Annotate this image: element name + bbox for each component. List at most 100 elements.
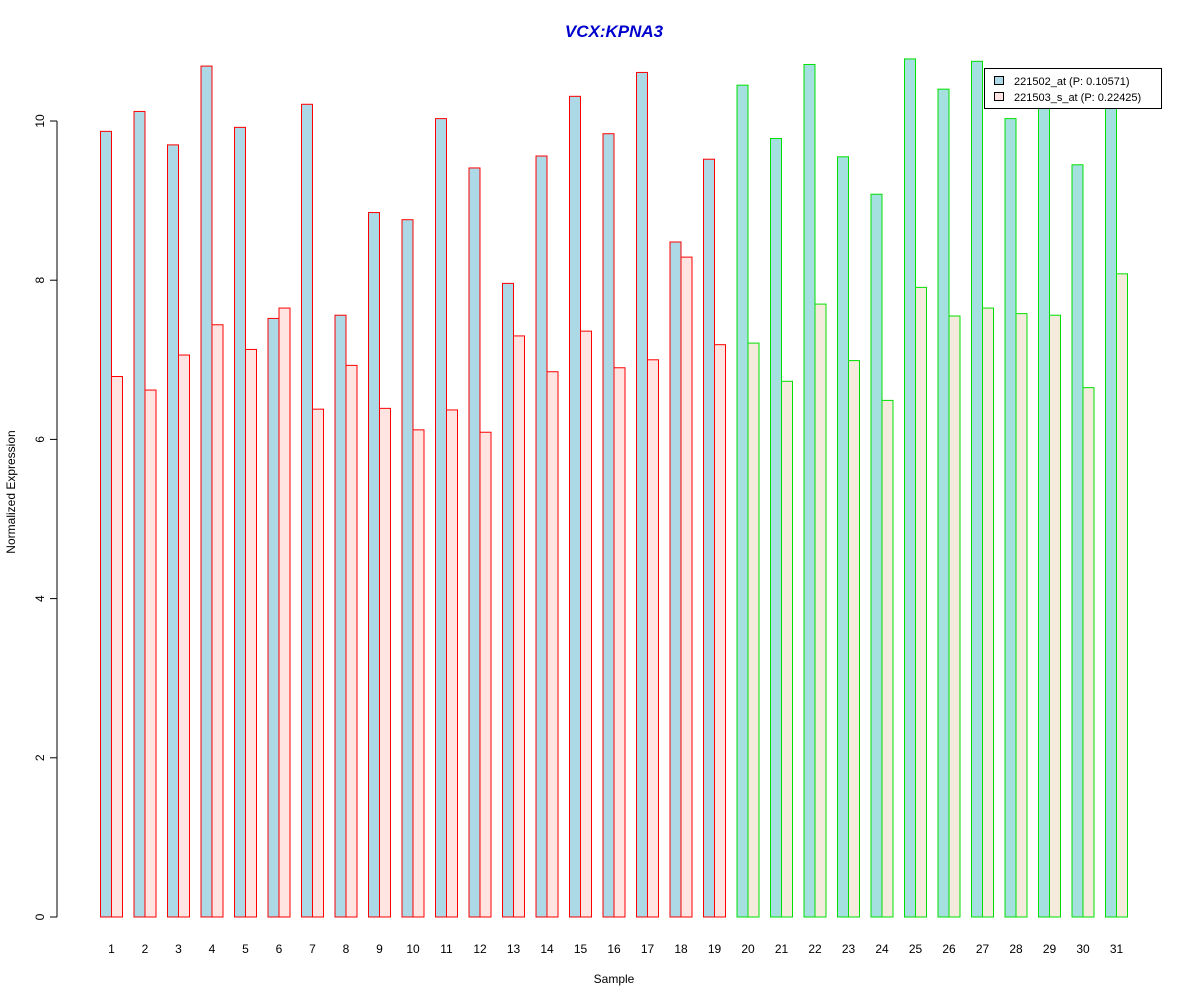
x-tick-label: 26 <box>942 942 956 956</box>
x-axis-title: Sample <box>594 972 635 986</box>
x-tick-label: 21 <box>775 942 789 956</box>
x-tick-label: 30 <box>1076 942 1090 956</box>
bar-series-1-sample-1 <box>100 130 112 918</box>
bar-series-1-sample-5 <box>234 126 246 918</box>
bar-series-1-sample-16 <box>602 133 615 918</box>
legend-swatch <box>994 76 1004 85</box>
bar-series-2-sample-19 <box>714 344 726 918</box>
bar-series-2-sample-7 <box>312 408 324 918</box>
x-tick-label: 28 <box>1009 942 1023 956</box>
bar-series-2-sample-9 <box>379 407 391 918</box>
bar-series-2-sample-29 <box>1049 314 1061 918</box>
x-tick-label: 6 <box>276 942 283 956</box>
bar-series-1-sample-17 <box>636 71 648 918</box>
bar-series-1-sample-31 <box>1105 102 1117 918</box>
x-tick-label: 16 <box>607 942 621 956</box>
x-tick-label: 5 <box>242 942 249 956</box>
bar-series-2-sample-4 <box>211 324 224 918</box>
bar-series-2-sample-11 <box>446 409 458 918</box>
bar-series-1-sample-19 <box>703 158 715 918</box>
bar-series-1-sample-4 <box>200 65 213 918</box>
bar-series-2-sample-3 <box>178 354 190 918</box>
x-tick-label: 27 <box>976 942 990 956</box>
x-tick-label: 17 <box>641 942 655 956</box>
x-tick-label: 4 <box>209 942 216 956</box>
bar-series-2-sample-16 <box>613 367 626 918</box>
bar-series-1-sample-3 <box>167 144 179 918</box>
bar-series-1-sample-28 <box>1004 118 1017 918</box>
bar-series-2-sample-5 <box>245 348 257 918</box>
bar-series-2-sample-2 <box>144 389 157 918</box>
bar-series-1-sample-20 <box>736 84 749 918</box>
bar-series-2-sample-22 <box>814 303 827 918</box>
bar-series-2-sample-1 <box>111 376 123 918</box>
y-tick-label: 2 <box>33 754 47 761</box>
x-tick-label: 18 <box>674 942 688 956</box>
x-tick-label: 9 <box>376 942 383 956</box>
bar-series-2-sample-20 <box>747 342 760 918</box>
bar-series-2-sample-17 <box>647 359 659 918</box>
legend-swatch <box>994 92 1004 101</box>
bar-series-1-sample-10 <box>401 219 414 918</box>
x-tick-label: 22 <box>808 942 822 956</box>
bar-series-1-sample-29 <box>1038 104 1050 918</box>
x-tick-label: 11 <box>440 942 453 956</box>
bars <box>100 58 1128 918</box>
x-tick-label: 2 <box>142 942 149 956</box>
bar-series-2-sample-21 <box>781 380 793 918</box>
bar-series-2-sample-13 <box>513 335 525 918</box>
bar-series-2-sample-24 <box>881 399 894 918</box>
x-tick-labels: 1 2 3 4 5 6 7 8 9 10 11 12 13 14 15 16 17 18 19 20 21 22 23 24 2… <box>108 942 1123 956</box>
bar-series-1-sample-26 <box>937 88 950 918</box>
bar-series-1-sample-21 <box>770 138 782 918</box>
bar-series-2-sample-18 <box>680 256 693 918</box>
bar-series-2-sample-25 <box>915 286 927 918</box>
y-tick-label: 0 <box>33 913 47 920</box>
x-tick-label: 10 <box>406 942 420 956</box>
bar-series-2-sample-10 <box>412 429 425 918</box>
y-tick-label: 8 <box>33 277 47 284</box>
x-tick-label: 1 <box>108 942 115 956</box>
legend-label: 221503_s_at (P: 0.22425) <box>1014 92 1141 104</box>
x-tick-label: 7 <box>309 942 316 956</box>
chart-title: VCX:KPNA3 <box>565 22 664 41</box>
bar-series-2-sample-28 <box>1015 313 1028 918</box>
bar-series-1-sample-9 <box>368 212 380 918</box>
x-tick-label: 15 <box>574 942 588 956</box>
bar-series-1-sample-27 <box>971 60 983 918</box>
x-tick-label: 23 <box>842 942 856 956</box>
x-tick-label: 24 <box>875 942 889 956</box>
bar-series-2-sample-31 <box>1116 273 1128 918</box>
x-tick-label: 31 <box>1110 942 1124 956</box>
bar-series-1-sample-7 <box>301 103 313 918</box>
bar-series-2-sample-26 <box>948 315 961 918</box>
x-tick-label: 25 <box>909 942 923 956</box>
bar-series-1-sample-18 <box>669 241 682 918</box>
bar-series-2-sample-14 <box>546 371 559 918</box>
bar-series-2-sample-15 <box>580 330 592 918</box>
y-tick-label: 10 <box>33 114 47 128</box>
bar-series-1-sample-13 <box>502 282 514 918</box>
bar-series-2-sample-12 <box>479 431 492 918</box>
bar-series-2-sample-30 <box>1082 387 1095 918</box>
legend-box <box>984 68 1162 109</box>
x-tick-label: 13 <box>507 942 521 956</box>
bar-series-2-sample-8 <box>345 364 358 918</box>
bar-series-1-sample-11 <box>435 118 447 918</box>
bar-series-1-sample-15 <box>569 95 581 918</box>
bar-series-1-sample-12 <box>468 167 481 918</box>
bar-series-1-sample-14 <box>535 155 548 918</box>
x-tick-label: 12 <box>473 942 487 956</box>
x-tick-label: 8 <box>343 942 350 956</box>
bar-series-1-sample-30 <box>1071 164 1084 918</box>
bar-series-1-sample-23 <box>837 156 849 918</box>
bar-series-1-sample-22 <box>803 63 816 918</box>
bar-series-1-sample-25 <box>904 58 916 918</box>
x-tick-label: 29 <box>1043 942 1057 956</box>
y-axis: 0 2 4 6 8 10 <box>33 114 58 920</box>
bar-series-2-sample-6 <box>278 307 291 918</box>
y-axis-title: Normalized Expression <box>4 430 18 553</box>
bar-series-1-sample-24 <box>870 193 883 918</box>
bar-series-1-sample-8 <box>334 314 347 918</box>
